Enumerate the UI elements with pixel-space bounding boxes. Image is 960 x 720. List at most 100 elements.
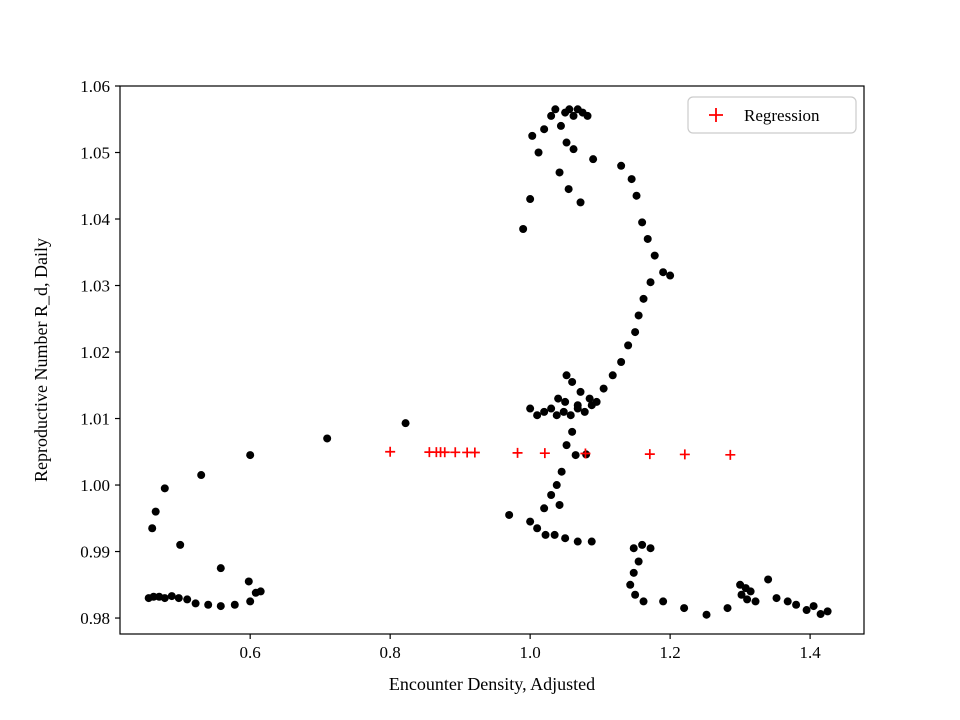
scatter-point: [191, 599, 200, 608]
scatter-point: [167, 592, 176, 601]
scatter-point: [746, 587, 755, 596]
scatter-point: [634, 557, 643, 566]
scatter-point: [550, 530, 559, 539]
scatter-point: [183, 595, 192, 604]
y-tick-label: 1.05: [80, 144, 110, 163]
regression-point: [512, 447, 523, 458]
scatter-point: [802, 606, 811, 615]
scatter-point: [650, 251, 659, 260]
scatter-point: [216, 564, 225, 573]
y-tick-label: 1.01: [80, 410, 110, 429]
regression-point: [469, 447, 480, 458]
scatter-point: [632, 191, 641, 200]
scatter-point: [540, 504, 549, 513]
y-tick-label: 1.03: [80, 277, 110, 296]
scatter-point: [568, 427, 577, 436]
scatter-point: [764, 575, 773, 584]
scatter-point: [174, 594, 183, 603]
scatter-point: [561, 534, 570, 543]
scatter-point: [809, 602, 818, 611]
scatter-point: [564, 185, 573, 194]
x-axis-label: Encounter Density, Adjusted: [389, 674, 595, 694]
data-points-layer: [144, 105, 832, 619]
regression-point: [439, 447, 450, 458]
regression-point: [725, 449, 736, 460]
scatter-point: [666, 271, 675, 280]
scatter-point: [608, 371, 617, 380]
regression-point: [679, 449, 690, 460]
scatter-point: [617, 161, 626, 170]
scatter-point: [772, 594, 781, 603]
scatter-point: [587, 401, 596, 410]
scatter-point: [533, 411, 542, 420]
axes-spines: [119, 85, 865, 635]
scatter-point: [505, 510, 514, 519]
scatter-point: [562, 371, 571, 380]
scatter-point: [554, 394, 563, 403]
scatter-point: [160, 594, 169, 603]
x-tick-label: 0.6: [240, 643, 261, 662]
legend: Regression: [687, 96, 857, 134]
scatter-point: [702, 610, 711, 619]
scatter-point: [627, 175, 636, 184]
scatter-point: [555, 500, 564, 509]
y-tick-label: 1.00: [80, 476, 110, 495]
scatter-point: [552, 481, 561, 490]
y-tick-label: 0.98: [80, 609, 110, 628]
scatter-point: [643, 234, 652, 243]
scatter-point: [576, 387, 585, 396]
scatter-point: [528, 131, 537, 140]
scatter-point: [580, 407, 589, 416]
scatter-point: [617, 357, 626, 366]
scatter-point: [585, 394, 594, 403]
scatter-point: [246, 597, 255, 606]
scatter-point: [659, 268, 668, 277]
regression-point: [580, 448, 591, 459]
scatter-point: [737, 590, 746, 599]
scatter-point: [562, 138, 571, 147]
scatter-point: [583, 111, 592, 120]
scatter-point: [639, 597, 648, 606]
scatter-point: [151, 507, 160, 516]
scatter-point: [631, 328, 640, 337]
scatter-point: [149, 592, 158, 601]
scatter-point: [148, 524, 157, 533]
scatter-point: [816, 610, 825, 619]
y-axis-ticks: 0.98 0.99 1.00 1.01 1.02 1.03 1.04 1.05 1.06: [80, 77, 120, 628]
scatter-point: [646, 544, 655, 553]
x-tick-label: 0.8: [380, 643, 401, 662]
scatter-point: [197, 471, 206, 480]
scatter-point: [626, 580, 635, 589]
scatter-point: [587, 537, 596, 546]
scatter-point: [751, 597, 760, 606]
scatter-point: [576, 198, 585, 207]
scatter-point: [246, 451, 255, 460]
scatter-point: [624, 341, 633, 350]
scatter-point: [783, 597, 792, 606]
scatter-point: [659, 597, 668, 606]
scatter-point: [629, 568, 638, 577]
scatter-point: [571, 451, 580, 460]
regression-point: [644, 449, 655, 460]
scatter-point: [541, 530, 550, 539]
scatter-point: [547, 491, 556, 500]
scatter-point: [573, 404, 582, 413]
scatter-point: [244, 577, 253, 586]
scatter-point: [401, 419, 410, 428]
regression-point: [450, 447, 461, 458]
y-tick-label: 1.06: [80, 77, 110, 96]
scatter-point: [566, 411, 575, 420]
scatter-point: [323, 434, 332, 443]
scatter-point: [230, 600, 239, 609]
y-tick-label: 1.04: [80, 210, 110, 229]
scatter-point: [629, 544, 638, 553]
y-tick-label: 0.99: [80, 543, 110, 562]
y-axis-label: Reproductive Number R_d, Daily: [31, 238, 51, 482]
scatter-point: [823, 607, 832, 616]
legend-box: [687, 96, 857, 134]
scatter-point: [792, 600, 801, 609]
scatter-point: [631, 590, 640, 599]
scatter-point: [540, 125, 549, 134]
